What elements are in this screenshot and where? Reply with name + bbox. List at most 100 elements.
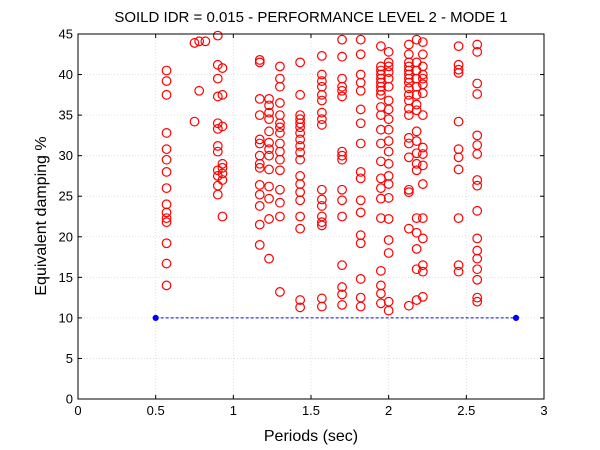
chart-title: SOILD IDR = 0.015 - PERFORMANCE LEVEL 2 … (114, 9, 507, 26)
scatter-point (411, 165, 422, 176)
reference-line-marker (512, 314, 520, 321)
scatter-point (295, 147, 306, 158)
scatter-point (383, 81, 394, 92)
scatter-point (417, 266, 428, 277)
scatter-point (355, 104, 366, 115)
scatter-point (376, 110, 386, 121)
scatter-point (194, 85, 205, 96)
scatter-point (355, 195, 366, 206)
scatter-point (472, 296, 483, 307)
scatter-point (217, 63, 228, 73)
scatter-point (417, 142, 428, 153)
scatter-point (189, 38, 200, 48)
scatter-point (472, 264, 483, 275)
scatter-point (275, 211, 285, 222)
scatter-point (295, 118, 306, 129)
scatter-point (316, 89, 327, 100)
scatter-point (355, 301, 366, 312)
scatter-point (383, 305, 394, 316)
scatter-point (295, 57, 306, 68)
scatter-point (275, 128, 285, 138)
scatter-point (161, 89, 172, 100)
scatter-point (355, 274, 366, 284)
scatter-point (383, 67, 394, 78)
scatter-point (383, 104, 394, 115)
scatter-point (217, 175, 228, 185)
scatter-point (275, 81, 285, 92)
scatter-point (355, 207, 366, 218)
scatter-point (161, 128, 172, 138)
scatter-point (316, 194, 327, 205)
scatter-point (254, 219, 265, 230)
scatter-point (417, 160, 428, 171)
scatter-point (417, 260, 428, 271)
y-axis-ticks: 0 5 10 15 20 25 30 35 40 45 (59, 27, 544, 407)
scatter-point (254, 162, 265, 173)
scatter-point (161, 76, 172, 86)
scatter-point (217, 121, 228, 132)
scatter-point (316, 114, 327, 125)
scatter-point (453, 64, 464, 75)
scatter-point (383, 136, 394, 146)
scatter-point (212, 141, 223, 151)
x-tick-label: 1 (230, 403, 237, 418)
y-tick-label: 35 (59, 108, 73, 123)
scatter-point (337, 211, 347, 222)
scatter-point (254, 239, 265, 250)
scatter-point (383, 214, 394, 224)
scatter-point (417, 73, 428, 84)
scatter-point (472, 180, 483, 191)
scatter-point (217, 168, 228, 179)
scatter-point (383, 124, 394, 135)
scatter-point (411, 34, 422, 45)
scatter-point (264, 100, 274, 111)
scatter-point (453, 116, 464, 127)
scatter-point (161, 166, 172, 177)
x-axis-label: Periods (sec) (264, 428, 358, 445)
scatter-point (275, 184, 285, 195)
scatter-point (275, 197, 285, 208)
scatter-point (194, 36, 205, 47)
scatter-point (275, 118, 285, 129)
scatter-point (264, 126, 274, 137)
scatter-point (275, 122, 285, 133)
scatter-point (337, 150, 347, 161)
scatter-point (355, 173, 366, 184)
scatter-point (254, 55, 265, 65)
scatter-point (417, 233, 428, 244)
scatter-point (355, 238, 366, 249)
scatter-point (295, 141, 306, 151)
scatter-point (254, 158, 265, 169)
scatter-point (316, 301, 327, 312)
scatter-point (453, 164, 464, 175)
scatter-point (161, 258, 172, 269)
scatter-point (383, 158, 394, 169)
x-tick-label: 1.5 (302, 403, 320, 418)
scatter-point (337, 184, 347, 195)
scatter-point (161, 238, 172, 249)
scatter-point (376, 298, 386, 309)
scatter-point (403, 110, 414, 121)
y-tick-label: 25 (59, 189, 73, 204)
scatter-point (403, 83, 414, 94)
scatter-point (295, 295, 306, 305)
scatter-point (417, 291, 428, 302)
scatter-point (161, 183, 172, 194)
scatter-point (275, 287, 285, 297)
scatter-point (337, 260, 347, 271)
scatter-point (403, 77, 414, 88)
scatter-point (295, 211, 306, 222)
scatter-point (417, 69, 428, 80)
scatter-point (295, 302, 306, 313)
scatter-point (411, 89, 422, 100)
scatter-point (376, 89, 386, 100)
scatter-point (254, 134, 265, 145)
y-tick-label: 45 (59, 27, 73, 42)
scatter-point (376, 183, 386, 194)
scatter-point (376, 41, 386, 52)
scatter-point (411, 213, 422, 224)
scatter-point (383, 146, 394, 157)
scatter-point (403, 103, 414, 114)
scatter-point (264, 150, 274, 161)
scatter-point (417, 149, 428, 159)
